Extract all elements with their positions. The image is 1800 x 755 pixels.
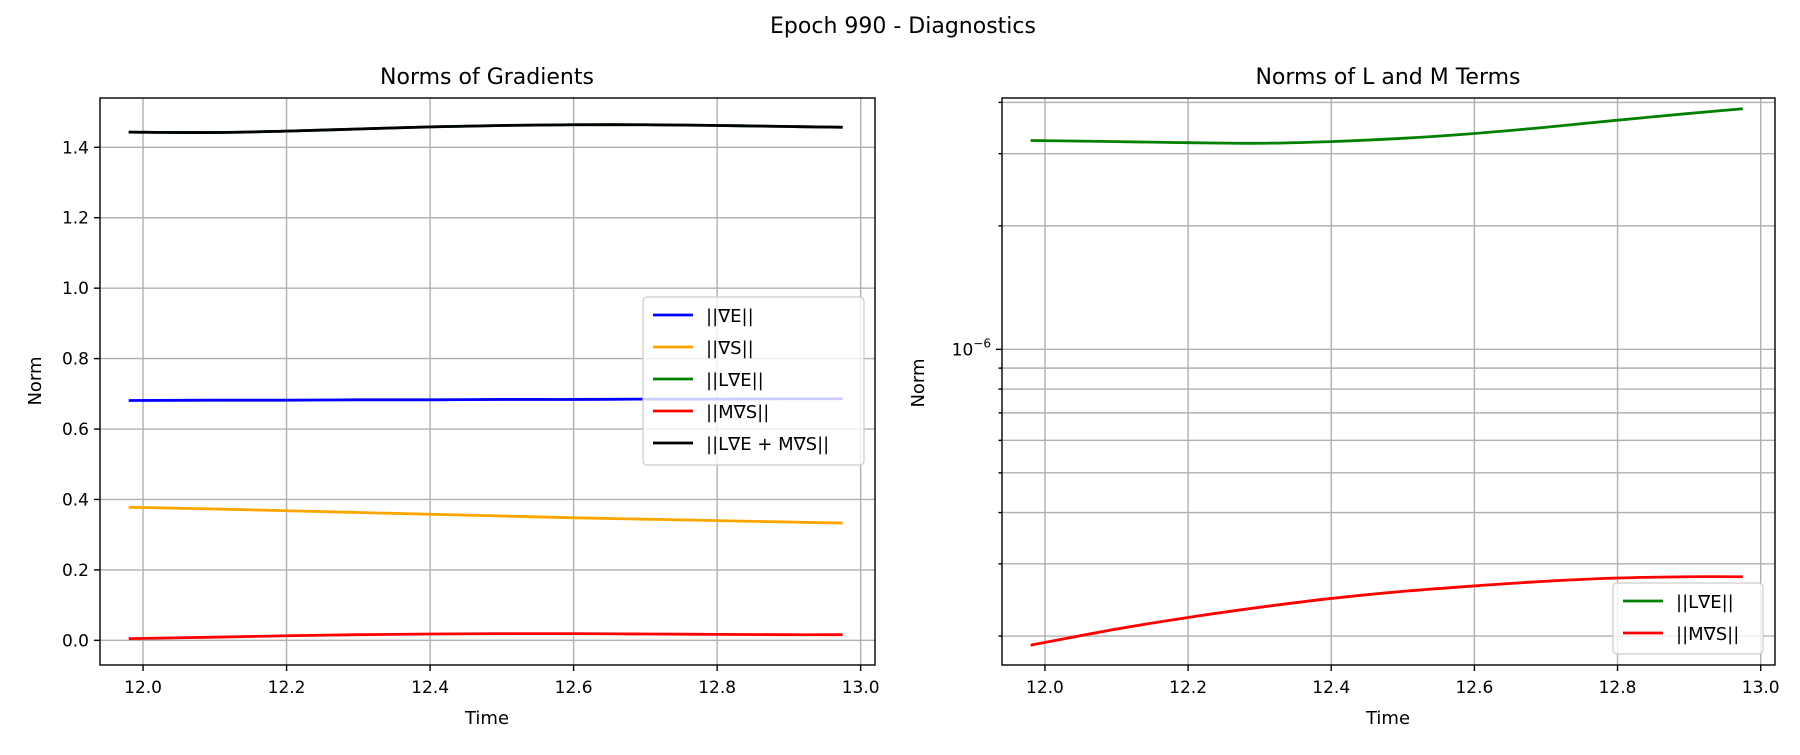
panel-2-grid	[1002, 98, 1775, 665]
y-tick-label: 0.8	[62, 350, 89, 370]
y-tick-label: 0.4	[62, 490, 89, 510]
y-tick-label: 0.6	[62, 420, 89, 440]
y-tick-label: 1.4	[62, 138, 89, 158]
series-line-l-e	[1030, 107, 1743, 145]
legend-label-s: ||∇S||	[706, 338, 754, 359]
x-tick-label: 13.0	[1742, 678, 1780, 698]
y-tick-label: 0.2	[62, 561, 89, 581]
legend-label-e: ||∇E||	[706, 306, 754, 327]
panel-2-frame	[1001, 97, 1776, 666]
x-tick-label: 12.4	[411, 678, 449, 698]
x-tick-label: 12.2	[268, 678, 306, 698]
x-tick-label: 12.8	[698, 678, 736, 698]
legend-label-l-e: ||L∇E||	[706, 370, 764, 391]
series-line-m-s	[128, 632, 843, 640]
panel-1-series	[128, 123, 843, 640]
x-tick-label: 13.0	[842, 678, 880, 698]
panel-1-frame	[99, 97, 876, 666]
legend-label-l-e-m-s: ||L∇E + M∇S||	[706, 434, 829, 455]
x-tick-label: 12.0	[124, 678, 162, 698]
legend-label-m-s: ||M∇S||	[1676, 624, 1739, 645]
panel-2-legend: ||L∇E|| ||M∇S||	[1612, 582, 1764, 655]
x-tick-label: 12.6	[1455, 678, 1493, 698]
panel-1-ylabel: Norm	[25, 356, 46, 405]
panel-1-x-ticks: 12.0 12.2 12.4 12.6 12.8 13.0	[124, 665, 880, 698]
panel-2-ylabel: Norm	[908, 358, 929, 407]
panel-1-y-ticks: 0.0 0.2 0.4 0.6 0.8 1.0 1.2 1.4	[62, 138, 100, 651]
panel-1-legend: ||∇E|| ||∇S|| ||L∇E|| ||M∇S|| ||L∇E + M∇S||	[642, 296, 865, 466]
x-tick-label: 12.0	[1026, 678, 1064, 698]
y-tick-label: 1.0	[62, 279, 89, 299]
y-tick-label: 10−6	[952, 336, 991, 360]
series-line-l-e-m-s	[128, 123, 843, 134]
panel-2-title: Norms of L and M Terms	[1255, 65, 1520, 90]
panel-1-xlabel: Time	[464, 708, 509, 729]
panel-2-xlabel: Time	[1365, 708, 1410, 729]
legend-label-l-e: ||L∇E||	[1676, 592, 1734, 613]
legend-label-m-s: ||M∇S||	[706, 402, 769, 423]
y-tick-label: 1.2	[62, 209, 89, 229]
series-line-s	[128, 505, 843, 525]
legend-box	[642, 296, 865, 466]
y-tick-label: 0.0	[62, 631, 89, 651]
x-tick-label: 12.8	[1599, 678, 1637, 698]
panel-norms-of-gradients: Norms of Gradients 12.0 12.2 12.4 12.6 12.8 1…	[25, 65, 880, 729]
panel-2-y-ticks: 10−6	[952, 101, 1002, 637]
figure-suptitle: Epoch 990 - Diagnostics	[770, 14, 1036, 39]
x-tick-label: 12.4	[1312, 678, 1350, 698]
panel-norms-of-l-and-m-terms: Norms of L and M Terms 12.0 12.2 12.4 12.6 1…	[908, 65, 1780, 729]
panel-2-series	[1030, 107, 1743, 647]
x-tick-label: 12.2	[1169, 678, 1207, 698]
panel-1-title: Norms of Gradients	[380, 65, 594, 90]
panel-2-x-ticks: 12.0 12.2 12.4 12.6 12.8 13.0	[1026, 665, 1780, 698]
series-line-m-s	[1030, 575, 1743, 647]
x-tick-label: 12.6	[555, 678, 593, 698]
